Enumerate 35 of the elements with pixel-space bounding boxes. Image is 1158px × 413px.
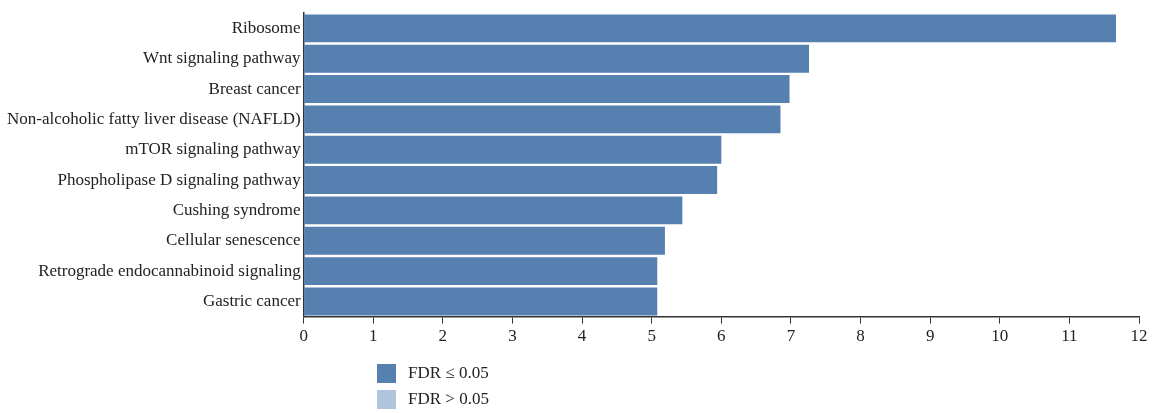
y-tick-label: Wnt signaling pathway — [142, 48, 302, 68]
y-tick-label: Breast cancer — [208, 78, 301, 98]
y-tick-label: mTOR signaling pathway — [125, 139, 302, 159]
x-tick-label: 0 — [299, 326, 308, 346]
legend-label: FDR > 0.05 — [408, 389, 489, 409]
y-tick-label: Ribosome — [231, 17, 301, 37]
bar — [304, 196, 683, 225]
x-tick-label: 8 — [856, 326, 865, 346]
bar — [304, 287, 658, 316]
x-tick-label: 5 — [647, 326, 656, 346]
bar — [304, 75, 790, 104]
bar — [304, 135, 722, 164]
y-tick-label: Gastric cancer — [202, 290, 301, 310]
y-tick-label: Non-alcoholic fatty liver disease (NAFLD) — [6, 108, 301, 128]
bar — [304, 105, 781, 134]
x-tick-label: 2 — [438, 326, 448, 346]
y-tick-label: Retrograde endocannabinoid signaling — [38, 260, 302, 280]
bar — [304, 257, 658, 286]
x-tick-label: 3 — [508, 326, 517, 346]
y-tick-label: Phospholipase D signaling pathway — [57, 169, 302, 189]
legend-label: FDR ≤ 0.05 — [408, 363, 489, 383]
x-tick-label: 11 — [1061, 326, 1078, 346]
x-tick-label: 7 — [786, 326, 796, 346]
bar — [304, 226, 665, 255]
x-tick-label: 10 — [991, 326, 1009, 346]
y-tick-label: Cushing syndrome — [172, 199, 301, 219]
bar — [304, 44, 810, 73]
bar — [304, 14, 1117, 43]
bar — [304, 166, 718, 195]
y-tick-label: Cellular senescence — [166, 230, 301, 250]
x-tick-label: 6 — [717, 326, 726, 346]
x-tick-label: 4 — [577, 326, 587, 346]
x-tick-label: 12 — [1130, 326, 1148, 346]
x-tick-label: 1 — [369, 326, 378, 346]
x-tick-label: 9 — [925, 326, 935, 346]
